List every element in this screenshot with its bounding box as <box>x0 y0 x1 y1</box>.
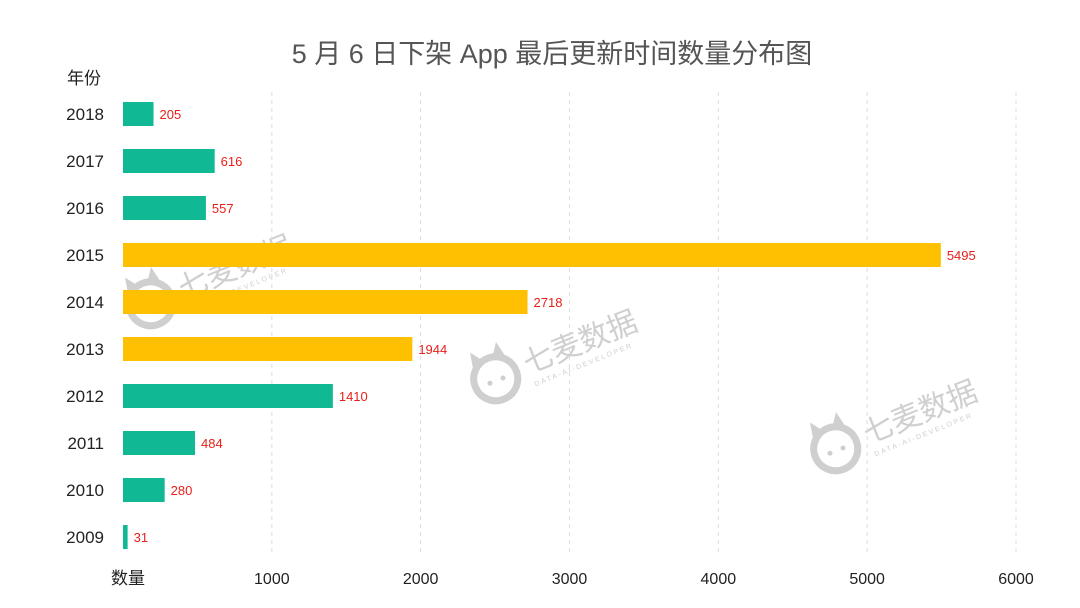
x-axis-ticks: 1000 2000 3000 4000 5000 6000 <box>254 571 1034 588</box>
bar-2010 <box>123 478 165 502</box>
bars <box>123 102 941 549</box>
bar-2011 <box>123 431 196 455</box>
bar-2015 <box>123 243 941 267</box>
bar-2018 <box>123 102 154 126</box>
bar-2017 <box>123 149 215 173</box>
y-axis-ticks: 2018 2017 2016 2015 2014 2013 2012 2011 2010 2009 <box>66 105 104 547</box>
y-tick-label: 2013 <box>66 340 104 359</box>
bar-2009 <box>123 525 128 549</box>
x-axis-title: 数量 <box>111 569 145 588</box>
y-tick-label: 2012 <box>66 387 104 406</box>
data-label: 1944 <box>418 342 447 357</box>
x-tick-label: 4000 <box>701 571 737 588</box>
data-label: 5495 <box>947 248 976 263</box>
data-label: 280 <box>171 483 193 498</box>
data-labels: 205 616 557 5495 2718 1944 1410 484 280 31 <box>134 107 976 545</box>
data-label: 205 <box>160 107 182 122</box>
bar-2014 <box>123 290 528 314</box>
x-tick-label: 2000 <box>403 571 439 588</box>
data-label: 616 <box>221 154 243 169</box>
data-label: 31 <box>134 530 148 545</box>
chart-title: 5 月 6 日下架 App 最后更新时间数量分布图 <box>292 39 813 69</box>
y-tick-label: 2015 <box>66 246 104 265</box>
y-tick-label: 2009 <box>66 528 104 547</box>
gridlines <box>271 92 1017 556</box>
y-tick-label: 2018 <box>66 105 104 124</box>
data-label: 2718 <box>534 295 563 310</box>
x-tick-label: 1000 <box>254 571 290 588</box>
y-tick-label: 2016 <box>66 199 104 218</box>
data-label: 484 <box>201 436 223 451</box>
cat-logo-icon <box>810 411 862 475</box>
bar-2013 <box>123 337 413 361</box>
data-label: 1410 <box>339 389 368 404</box>
cat-logo-icon <box>470 341 522 405</box>
bar-2016 <box>123 196 206 220</box>
y-tick-label: 2010 <box>66 481 104 500</box>
x-tick-label: 6000 <box>998 571 1034 588</box>
x-tick-label: 5000 <box>849 571 885 588</box>
y-tick-label: 2014 <box>66 293 104 312</box>
data-label: 557 <box>212 201 234 216</box>
y-tick-label: 2011 <box>67 434 104 453</box>
y-tick-label: 2017 <box>66 152 104 171</box>
bar-2012 <box>123 384 333 408</box>
x-tick-label: 3000 <box>552 571 588 588</box>
y-axis-title: 年份 <box>67 69 101 88</box>
